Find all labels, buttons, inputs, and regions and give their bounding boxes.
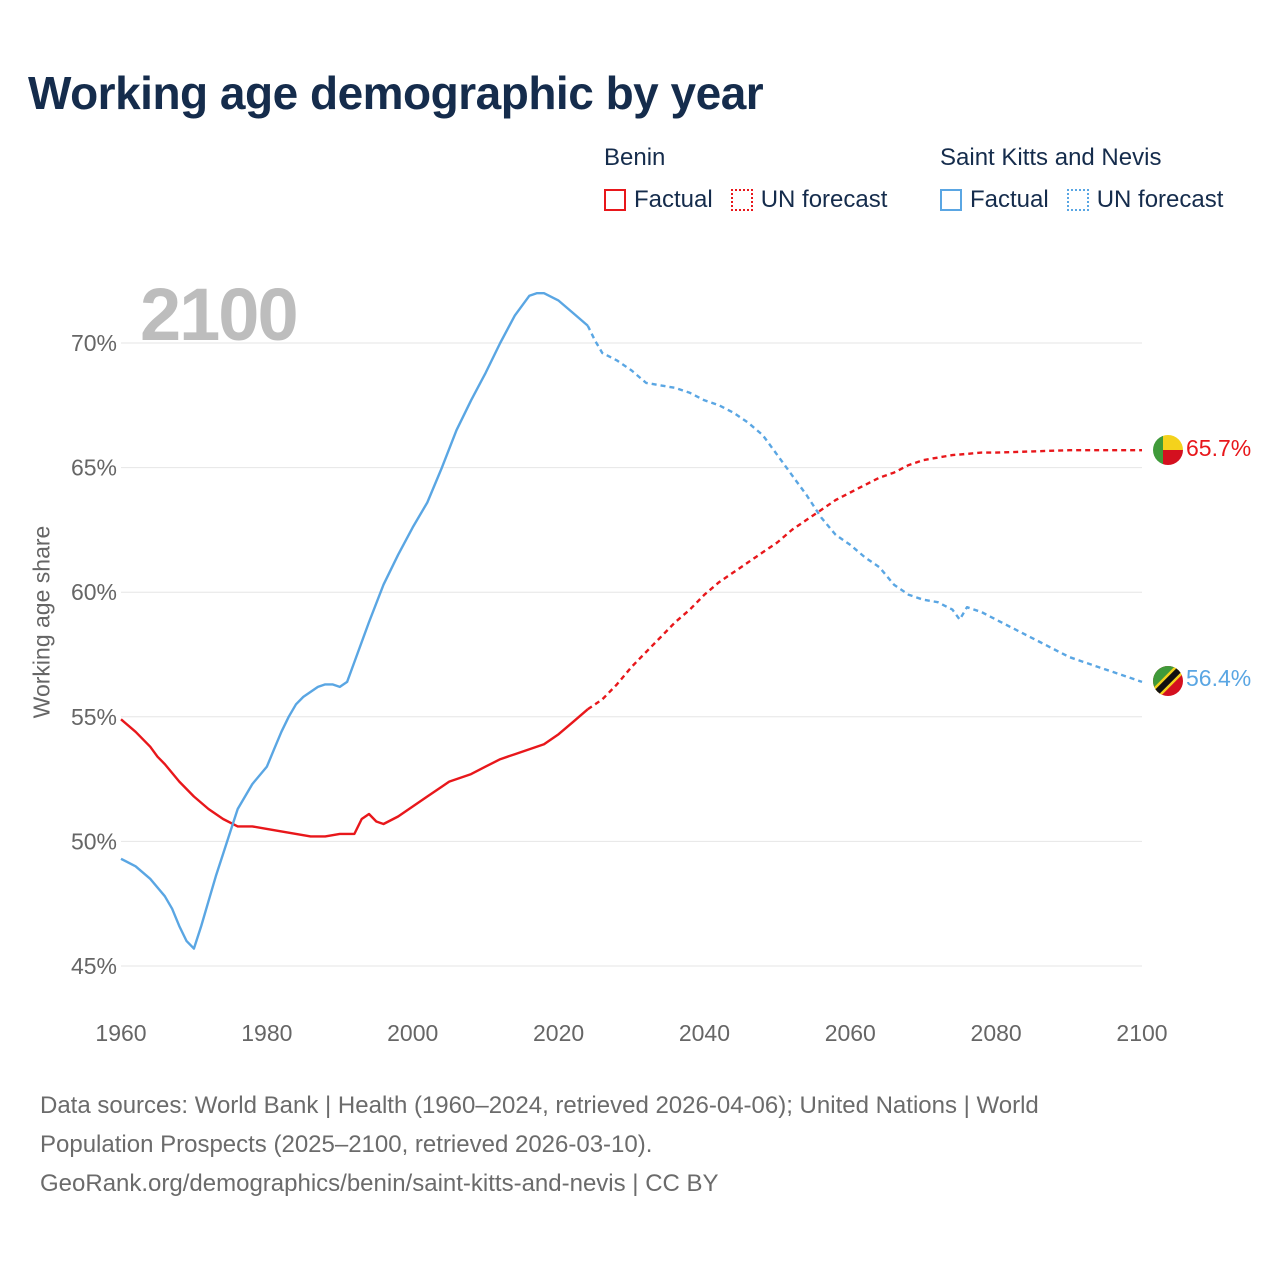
legend-group-name: Benin — [604, 144, 666, 171]
legend-item-label: Factual — [634, 186, 713, 213]
legend-swatch-solid — [604, 189, 626, 211]
x-tick-label: 1980 — [241, 1020, 292, 1046]
legend-item-benin-forecast[interactable]: UN forecast — [730, 186, 888, 214]
y-tick-label: 55% — [71, 704, 117, 730]
legend-item-label: Factual — [970, 186, 1049, 213]
footer-line-1: Data sources: World Bank | Health (1960–… — [40, 1092, 1039, 1119]
legend-group-benin: Benin Factual UN forecast — [604, 144, 905, 214]
legend-group-saint-kitts: Saint Kitts and Nevis Factual UN forecas… — [940, 144, 1241, 214]
footer-line-3[interactable]: GeoRank.org/demographics/benin/saint-kit… — [40, 1170, 719, 1197]
footer-sources: Data sources: World Bank | Health (1960–… — [40, 1086, 1240, 1203]
legend-swatch-dotted — [1066, 189, 1089, 211]
y-tick-label: 45% — [71, 953, 117, 979]
series-layer — [120, 292, 1143, 950]
y-tick-label: 70% — [71, 330, 117, 356]
end-value-label-benin: 65.7% — [1186, 435, 1251, 461]
series-line-saint-kitts-and-nevis-factual[interactable] — [120, 292, 589, 950]
endpoint-layer: 65.7% 56.4% — [1186, 435, 1251, 691]
legend-item-skn-forecast[interactable]: UN forecast — [1066, 186, 1224, 214]
line-chart: 45% 50% 55% 60% 65% 70% 1960 1980 2000 2020 2040 20… — [71, 292, 1251, 1046]
legend-group-name: Saint Kitts and Nevis — [940, 144, 1162, 171]
x-tick-label: 2000 — [387, 1020, 438, 1046]
x-tick-label: 2060 — [825, 1020, 876, 1046]
year-watermark: 2100 — [140, 273, 299, 356]
series-line-benin-forecast[interactable] — [587, 449, 1142, 711]
chart-title: Working age demographic by year — [28, 67, 764, 119]
x-tick-label: 1960 — [95, 1020, 146, 1046]
x-tick-label: 2100 — [1116, 1020, 1167, 1046]
grid-layer — [121, 342, 1142, 967]
legend-swatch-solid — [940, 189, 962, 211]
legend-item-label: UN forecast — [760, 186, 888, 213]
legend-item-skn-factual[interactable]: Factual — [940, 186, 1049, 214]
axis-layer: 45% 50% 55% 60% 65% 70% 1960 1980 2000 2020 2040 20… — [71, 330, 1168, 1046]
x-tick-label: 2080 — [971, 1020, 1022, 1046]
x-tick-label: 2020 — [533, 1020, 584, 1046]
y-tick-label: 60% — [71, 579, 117, 605]
benin-flag-icon — [1153, 435, 1183, 465]
end-value-label-saint-kitts-and-nevis: 56.4% — [1186, 665, 1251, 691]
y-tick-label: 65% — [71, 455, 117, 481]
series-line-benin-factual[interactable] — [120, 708, 589, 838]
legend-item-label: UN forecast — [1096, 186, 1224, 213]
y-tick-label: 50% — [71, 828, 117, 854]
legend-swatch-dotted — [730, 189, 753, 211]
legend-item-benin-factual[interactable]: Factual — [604, 186, 713, 214]
x-tick-label: 2040 — [679, 1020, 730, 1046]
series-line-saint-kitts-and-nevis-forecast[interactable] — [586, 325, 1143, 684]
saint-kitts-and-nevis-flag-icon — [1153, 666, 1183, 696]
footer-line-2: Population Prospects (2025–2100, retriev… — [40, 1131, 653, 1158]
